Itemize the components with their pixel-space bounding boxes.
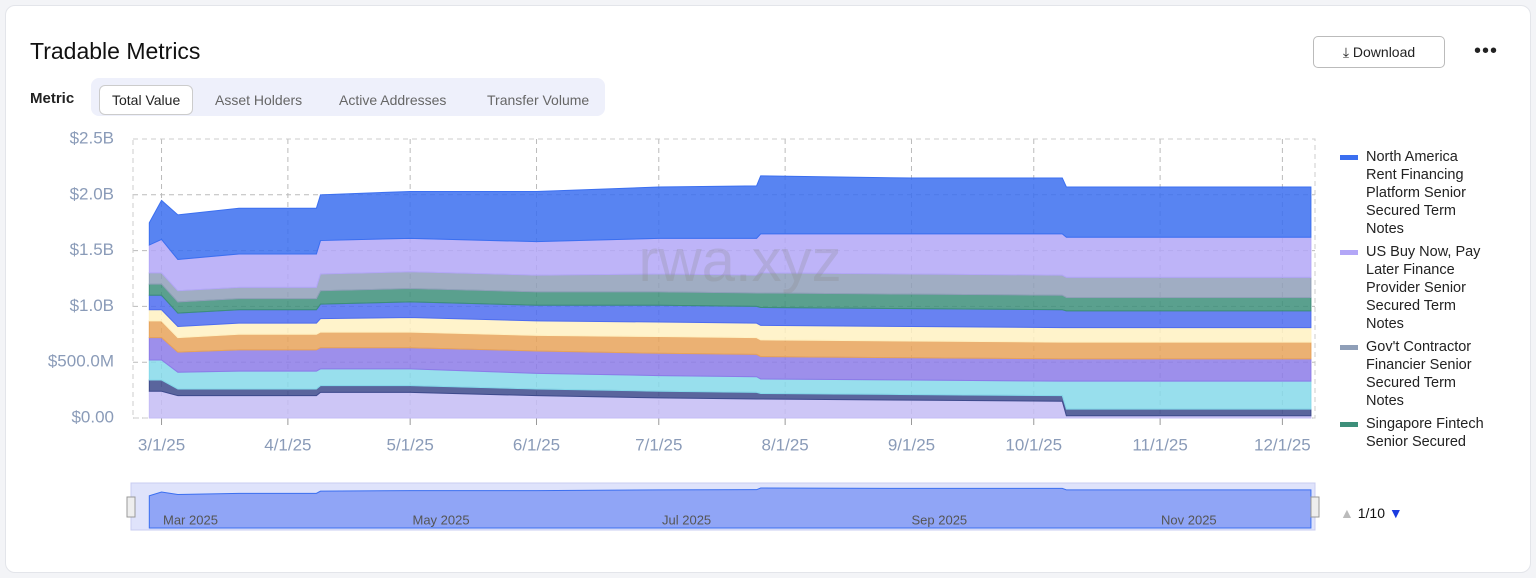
x-tick-label: 8/1/25 bbox=[762, 435, 809, 454]
watermark: rwa.xyz bbox=[638, 227, 841, 294]
x-tick-label: 11/1/25 bbox=[1132, 435, 1187, 454]
x-tick-label: 7/1/25 bbox=[635, 435, 682, 454]
more-button[interactable]: ••• bbox=[1474, 40, 1499, 62]
x-tick-label: 9/1/25 bbox=[888, 435, 935, 454]
legend-item: US Buy Now, Pay Later Finance Provider S… bbox=[1340, 243, 1490, 333]
tab[interactable]: Total Value bbox=[99, 85, 194, 115]
y-tick-label: $0.00 bbox=[71, 407, 114, 426]
navigator-label: Mar 2025 bbox=[163, 512, 218, 527]
x-tick-label: 6/1/25 bbox=[513, 435, 560, 454]
y-tick-label: $1.0B bbox=[70, 296, 114, 315]
download-label: Download bbox=[1352, 44, 1416, 60]
y-tick-label: $2.5B bbox=[70, 128, 114, 147]
legend-label: US Buy Now, Pay Later Finance Provider S… bbox=[1366, 244, 1481, 332]
legend-label: Singapore Fintech Senior Secured bbox=[1366, 416, 1484, 450]
y-tick-label: $2.0B bbox=[70, 184, 114, 203]
legend-swatch bbox=[1340, 155, 1358, 160]
legend-pager: ▲ 1/10 ▼ bbox=[1340, 505, 1403, 521]
x-tick-label: 5/1/25 bbox=[387, 435, 434, 454]
navigator-handle bbox=[1310, 496, 1320, 518]
tab[interactable]: Active Addresses bbox=[339, 92, 447, 108]
y-tick-label: $500.0M bbox=[48, 352, 114, 371]
area bbox=[148, 175, 1312, 261]
y-tick-label: $1.5B bbox=[70, 240, 114, 259]
metric-label: Metric bbox=[30, 90, 75, 107]
pager-text: 1/10 bbox=[1357, 505, 1385, 521]
navigator-handle bbox=[126, 496, 136, 518]
x-tick-label: 12/1/25 bbox=[1254, 435, 1311, 454]
x-tick-label: 10/1/25 bbox=[1005, 435, 1062, 454]
legend-label: Gov't Contractor Financier Senior Secure… bbox=[1366, 339, 1472, 409]
legend-swatch bbox=[1340, 250, 1358, 255]
navigator-label: Sep 2025 bbox=[912, 512, 968, 527]
tab[interactable]: Asset Holders bbox=[215, 92, 303, 108]
tabs: Total Value Asset Holders Active Addresses… bbox=[91, 78, 605, 116]
navigator-label: Nov 2025 bbox=[1161, 512, 1217, 527]
legend-item: North America Rent Financing Platform Se… bbox=[1340, 148, 1490, 238]
legend-label: North America Rent Financing Platform Se… bbox=[1366, 149, 1466, 237]
legend: North America Rent Financing Platform Se… bbox=[1340, 148, 1490, 493]
download-button[interactable]: ⤓ Download bbox=[1313, 36, 1445, 68]
legend-swatch bbox=[1340, 422, 1358, 427]
navigator-label: May 2025 bbox=[413, 512, 470, 527]
x-tick-label: 3/1/25 bbox=[138, 435, 185, 454]
navigator-area bbox=[148, 487, 1312, 529]
x-tick-label: 4/1/25 bbox=[264, 435, 311, 454]
navigator-label: Jul 2025 bbox=[662, 512, 711, 527]
tab[interactable]: Transfer Volume bbox=[487, 92, 590, 108]
legend-item: Gov't Contractor Financier Senior Secure… bbox=[1340, 338, 1490, 410]
legend-item: Singapore Fintech Senior Secured bbox=[1340, 415, 1490, 451]
legend-swatch bbox=[1340, 345, 1358, 350]
title: Tradable Metrics bbox=[30, 38, 201, 64]
